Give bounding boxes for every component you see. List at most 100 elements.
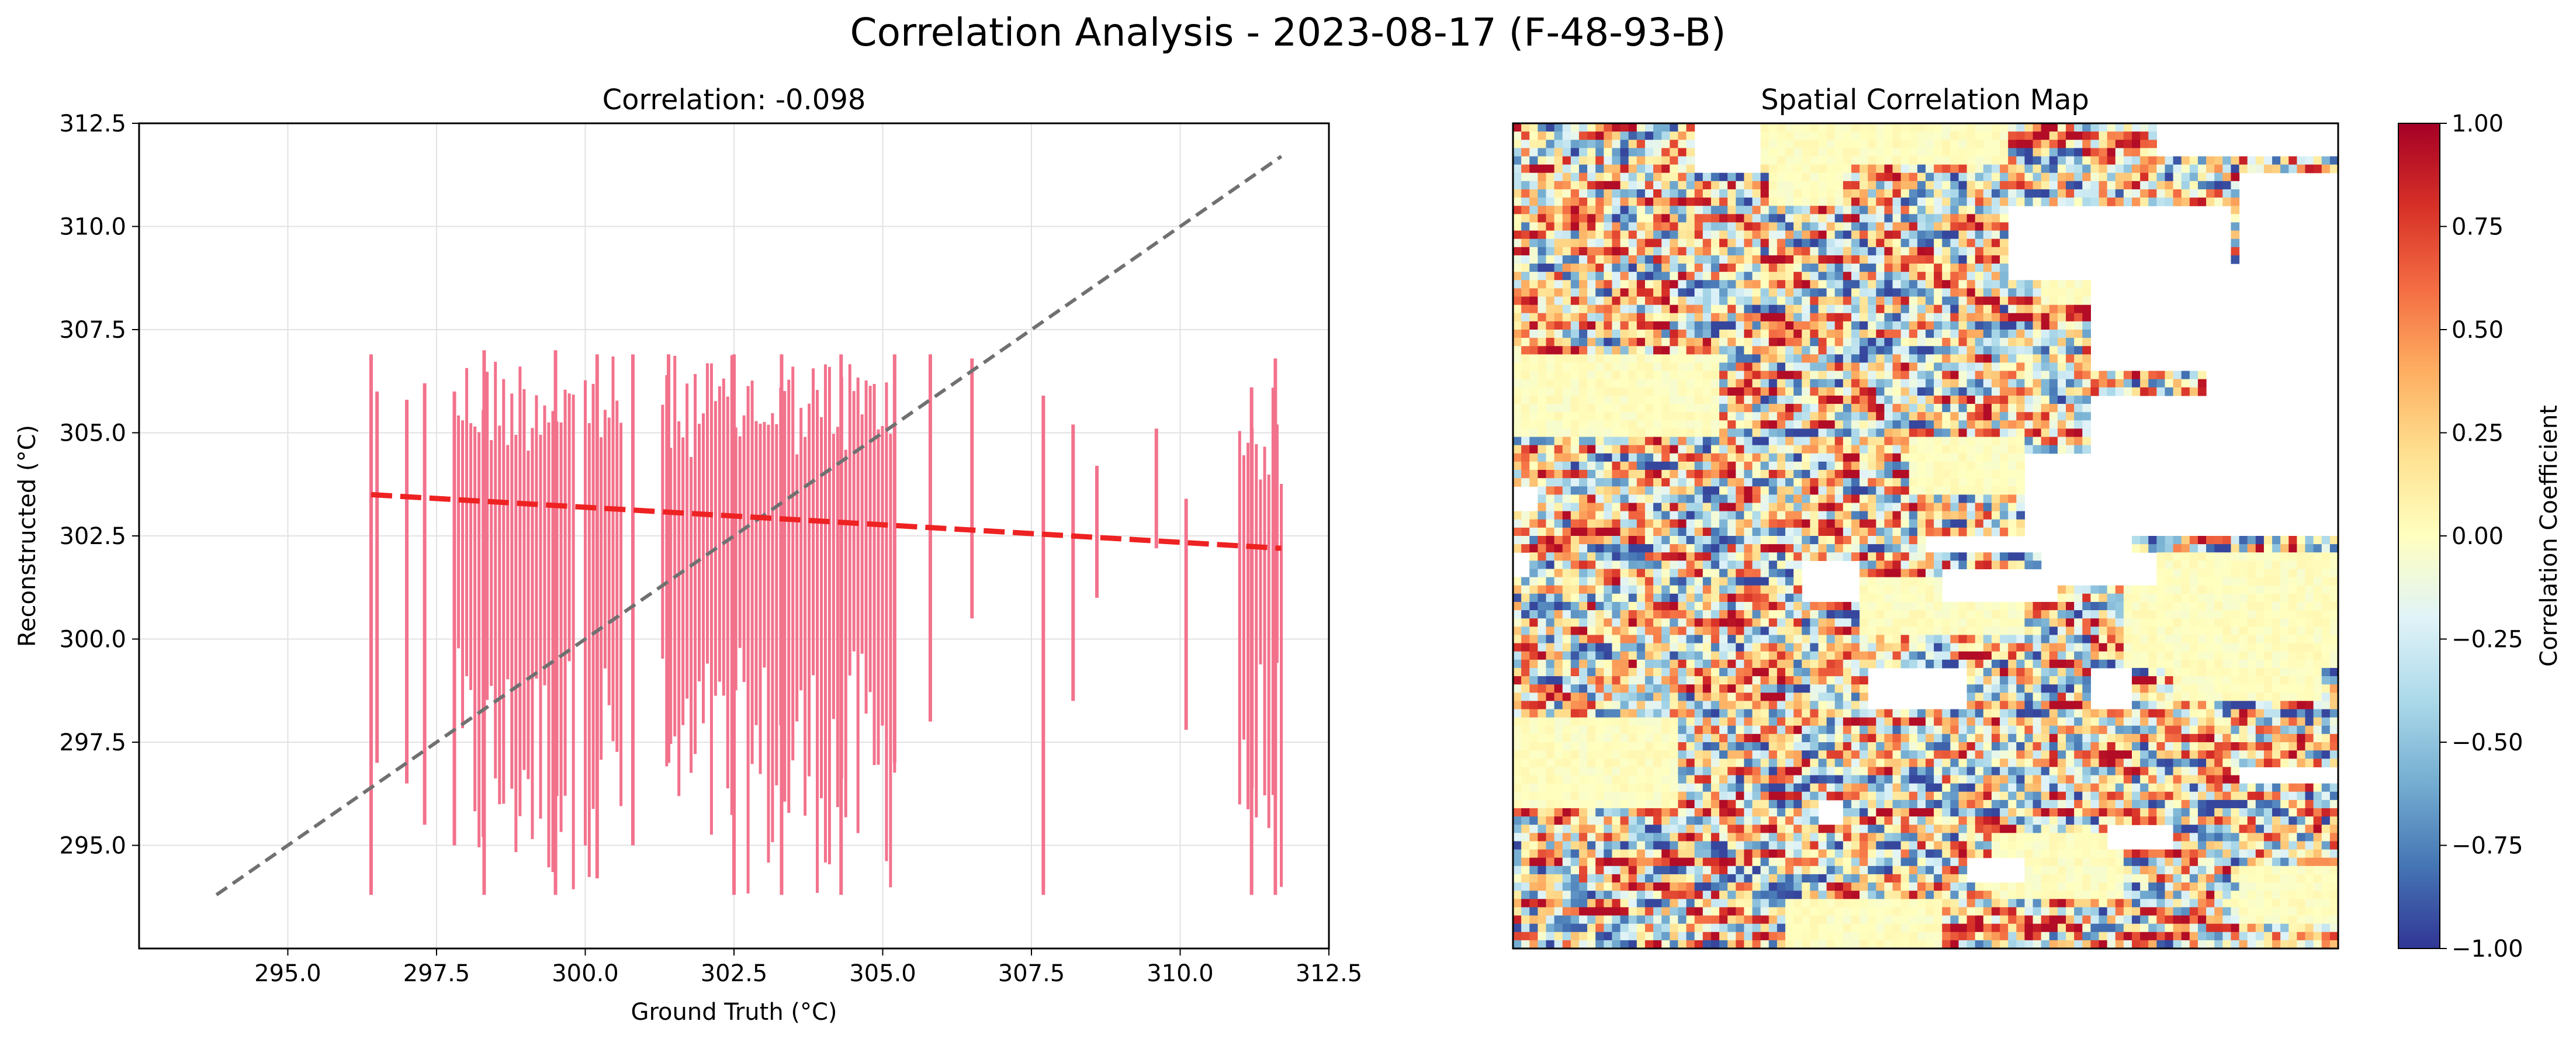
heatmap-cell xyxy=(1851,164,1860,174)
heatmap-cell xyxy=(2024,198,2034,206)
heatmap-cell xyxy=(2280,544,2289,553)
heatmap-cell xyxy=(1860,527,1868,536)
heatmap-cell xyxy=(1810,445,1819,454)
heatmap-cell xyxy=(1644,296,1654,306)
heatmap-cell xyxy=(2239,552,2248,561)
heatmap-cell xyxy=(1810,651,1819,660)
heatmap-cell xyxy=(2041,288,2050,297)
heatmap-cell xyxy=(1538,346,1547,355)
heatmap-cell xyxy=(1975,519,1984,528)
heatmap-cell xyxy=(1670,313,1678,322)
heatmap-cell xyxy=(1529,247,1538,256)
heatmap-cell xyxy=(2222,552,2232,561)
heatmap-cell xyxy=(2123,371,2132,380)
heatmap-cell xyxy=(1917,445,1926,454)
heatmap-cell xyxy=(1760,643,1770,652)
heatmap-cell xyxy=(1595,280,1604,289)
heatmap-cell xyxy=(1595,461,1604,470)
heatmap-cell xyxy=(1958,453,1968,462)
heatmap-cell xyxy=(1802,601,1810,611)
heatmap-cell xyxy=(2049,371,2058,380)
heatmap-cell xyxy=(2082,395,2091,404)
heatmap-cell xyxy=(1752,172,1761,182)
heatmap-cell xyxy=(1793,330,1802,338)
heatmap-cell xyxy=(2000,288,2009,297)
heatmap-cell xyxy=(1661,255,1670,264)
heatmap-cell xyxy=(2041,156,2050,165)
heatmap-cell xyxy=(1612,304,1621,314)
heatmap-cell xyxy=(1570,601,1580,611)
heatmap-cell xyxy=(1513,371,1522,380)
heatmap-cell xyxy=(1513,296,1522,306)
heatmap-cell xyxy=(1521,618,1530,627)
heatmap-cell xyxy=(2272,651,2281,660)
heatmap-cell xyxy=(2000,131,2009,140)
scatter-point-column xyxy=(864,380,868,714)
heatmap-cell xyxy=(2189,181,2198,190)
scatter-point-column xyxy=(603,410,607,669)
heatmap-cell xyxy=(2222,544,2232,553)
heatmap-cell xyxy=(2288,610,2297,619)
heatmap-cell xyxy=(1711,511,1720,520)
heatmap-cell xyxy=(1644,626,1654,636)
heatmap-cell xyxy=(1578,601,1588,611)
heatmap-cell xyxy=(2214,181,2223,190)
heatmap-cell xyxy=(2090,140,2100,148)
heatmap-cell xyxy=(1587,264,1596,272)
heatmap-cell xyxy=(1736,313,1744,322)
heatmap-cell xyxy=(1644,412,1654,421)
heatmap-cell xyxy=(1958,560,1968,570)
heatmap-cell xyxy=(2263,601,2273,611)
heatmap-cell xyxy=(1991,453,2000,462)
heatmap-cell xyxy=(1521,593,1530,603)
heatmap-cell xyxy=(1909,304,1918,314)
heatmap-cell xyxy=(2041,395,2050,404)
heatmap-cell xyxy=(1942,255,1951,264)
heatmap-cell xyxy=(1860,651,1868,660)
heatmap-cell xyxy=(1702,453,1712,462)
heatmap-cell xyxy=(2165,560,2174,570)
heatmap-cell xyxy=(1760,296,1770,306)
heatmap-cell xyxy=(1719,189,1728,198)
heatmap-cell xyxy=(1777,445,1786,454)
heatmap-cell xyxy=(2321,560,2331,570)
heatmap-cell xyxy=(1636,577,1646,586)
heatmap-cell xyxy=(2016,461,2026,470)
heatmap-cell xyxy=(2189,387,2198,396)
heatmap-cell xyxy=(1975,371,1984,380)
heatmap-cell xyxy=(1620,148,1629,157)
heatmap-cell xyxy=(1834,181,1844,190)
heatmap-cell xyxy=(1719,338,1728,347)
heatmap-cell xyxy=(2189,172,2198,182)
heatmap-cell xyxy=(2099,148,2108,157)
heatmap-cell xyxy=(1834,346,1844,355)
heatmap-cell xyxy=(2140,156,2149,165)
heatmap-cell xyxy=(2008,280,2017,289)
scatter-point-column xyxy=(877,429,880,765)
heatmap-cell xyxy=(1826,379,1836,388)
heatmap-cell xyxy=(1884,552,1893,561)
heatmap-cell xyxy=(2181,156,2190,165)
heatmap-cell xyxy=(1587,247,1596,256)
heatmap-cell xyxy=(2272,156,2281,165)
heatmap-cell xyxy=(1851,601,1860,611)
heatmap-cell xyxy=(1612,296,1621,306)
heatmap-cell xyxy=(1991,618,2000,627)
heatmap-cell xyxy=(1826,280,1836,289)
heatmap-cell xyxy=(2049,330,2058,338)
heatmap-cell xyxy=(1678,428,1687,438)
heatmap-cell xyxy=(2231,156,2240,165)
heatmap-cell xyxy=(1670,428,1678,438)
heatmap-cell xyxy=(1694,214,1704,223)
heatmap-cell xyxy=(2148,651,2157,660)
heatmap-cell xyxy=(1661,214,1670,223)
heatmap-cell xyxy=(2074,338,2083,347)
heatmap-cell xyxy=(1826,330,1836,338)
heatmap-cell xyxy=(2049,198,2058,206)
heatmap-cell xyxy=(1653,618,1662,627)
heatmap-cell xyxy=(2041,626,2050,636)
heatmap-cell xyxy=(2280,618,2289,627)
heatmap-cell xyxy=(1942,247,1951,256)
heatmap-cell xyxy=(2074,172,2083,182)
heatmap-cell xyxy=(1711,494,1720,504)
